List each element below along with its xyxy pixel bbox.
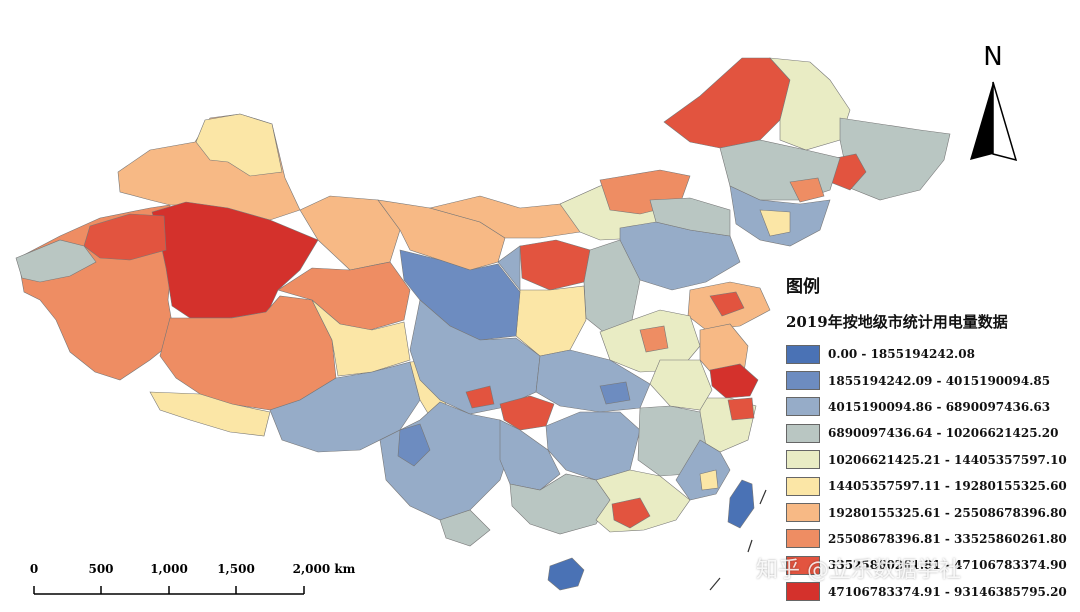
region-chengdu (465, 385, 495, 409)
region-hulunbuir (663, 57, 791, 149)
region-yunnan-west (397, 423, 431, 467)
legend-swatch (786, 397, 820, 417)
region-kashgar (83, 213, 167, 261)
legend-range-label: 0.00 - 1855194242.08 (828, 347, 975, 362)
legend-swatch (786, 555, 820, 575)
legend-range-label: 14405357597.11 - 19280155325.60 (828, 479, 1067, 494)
legend: 图例 2019年按地级市统计用电量数据 0.00 - 1855194242.08… (786, 272, 1080, 605)
watermark: 知乎 @立乐数据学社 (756, 558, 961, 583)
region-taiwan (727, 479, 755, 529)
region-hunan (545, 411, 641, 481)
legend-row: 14405357597.11 - 19280155325.60 (786, 473, 1080, 499)
legend-swatch (786, 450, 820, 470)
legend-range-label: 47106783374.91 - 93146385795.20 (828, 584, 1067, 599)
scale-tick-label: 500 (88, 562, 114, 576)
legend-row: 10206621425.21 - 14405357597.10 (786, 447, 1080, 473)
region-yili (15, 239, 97, 283)
region-gansu-south (399, 249, 521, 341)
scale-tick-label: 1,000 (150, 562, 188, 576)
region-altay (195, 113, 283, 177)
legend-row: 19280155325.61 - 25508678396.80 (786, 499, 1080, 525)
region-liaoning-city (759, 209, 791, 237)
region-xiamen (699, 469, 719, 491)
region-hami (299, 195, 401, 271)
region-hainan (547, 557, 585, 591)
legend-swatch (786, 582, 820, 602)
region-guizhou (499, 419, 561, 491)
legend-range-label: 10206621425.21 - 14405357597.10 (828, 452, 1067, 467)
legend-row: 0.00 - 1855194242.08 (786, 341, 1080, 367)
legend-swatch (786, 476, 820, 496)
legend-range-label: 6890097436.64 - 10206621425.20 (828, 426, 1059, 441)
legend-swatch (786, 423, 820, 443)
legend-range-label: 25508678396.81 - 33525860261.80 (828, 531, 1067, 546)
north-label: N (983, 42, 1003, 72)
region-guangdong (595, 469, 691, 533)
legend-swatch (786, 503, 820, 523)
north-arrow: N (966, 42, 1020, 166)
nine-dash-line (709, 489, 767, 591)
region-shanghai (709, 363, 759, 399)
legend-row: 6890097436.64 - 10206621425.20 (786, 420, 1080, 446)
region-tibet-center (311, 299, 411, 377)
region-ningbo (727, 397, 755, 421)
legend-row: 33525860261.81 - 47106783374.90 (786, 552, 1080, 578)
region-ordos (519, 239, 591, 291)
region-ningxia (497, 245, 521, 291)
region-wuhan (599, 381, 631, 405)
legend-subtitle: 2019年按地级市统计用电量数据 (786, 313, 1008, 331)
legend-swatch (786, 371, 820, 391)
legend-rows: 0.00 - 1855194242.08 1855194242.09 - 4015… (786, 341, 1080, 605)
legend-range-label: 33525860261.81 - 47106783374.90 (828, 558, 1067, 573)
legend-range-label: 1855194242.09 - 4015190094.85 (828, 373, 1051, 388)
scale-bar: 0 500 1,000 1,500 2,000 km (30, 562, 355, 602)
scale-tick-label: 0 (29, 562, 39, 576)
region-hebei-north (649, 197, 731, 237)
region-yunnan-south (439, 509, 491, 547)
scale-tick-label: 2,000 km (292, 562, 356, 576)
legend-range-label: 4015190094.86 - 6890097436.63 (828, 399, 1051, 414)
scale-bar-graphic (33, 586, 305, 595)
legend-row: 47106783374.91 - 93146385795.20 (786, 579, 1080, 605)
region-anhui (649, 359, 713, 411)
legend-row: 25508678396.81 - 33525860261.80 (786, 526, 1080, 552)
region-henan-city (639, 325, 669, 353)
region-guangzhou-shenzhen (611, 497, 651, 529)
region-tibet-west (149, 391, 271, 437)
region-shaanxi (515, 285, 587, 357)
scale-tick-label: 1,500 (217, 562, 255, 576)
region-xinjiang-center (151, 201, 319, 319)
region-heilongjiang-north (769, 57, 851, 151)
scale-labels: 0 500 1,000 1,500 2,000 km (30, 562, 370, 578)
north-arrow-icon (970, 81, 1018, 162)
legend-row: 1855194242.09 - 4015190094.85 (786, 367, 1080, 393)
legend-title: 图例 (786, 277, 820, 297)
legend-range-label: 19280155325.61 - 25508678396.80 (828, 505, 1067, 520)
region-changchun (789, 177, 825, 203)
legend-row: 4015190094.86 - 6890097436.63 (786, 394, 1080, 420)
region-qingdao (709, 291, 745, 317)
legend-swatch (786, 529, 820, 549)
legend-swatch (786, 344, 820, 364)
